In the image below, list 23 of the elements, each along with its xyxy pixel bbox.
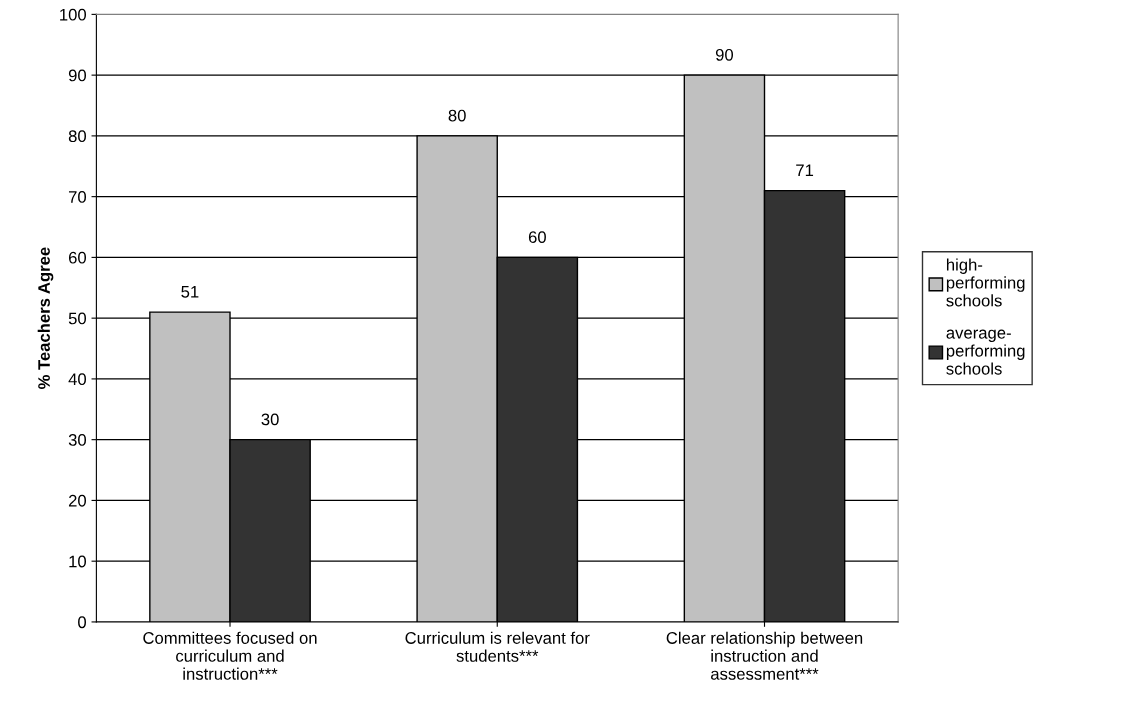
y-tick-label: 30 — [68, 434, 87, 446]
data-label: 90 — [715, 48, 734, 61]
x-tick-label: Clear relationship between instruction and assessment*** — [666, 631, 863, 680]
y-tick-label: 10 — [69, 555, 87, 568]
y-tick-label: 20 — [68, 494, 87, 507]
y-tick-label: 40 — [68, 373, 87, 386]
legend-label: average-performing schools — [946, 329, 1025, 375]
data-label: 51 — [181, 286, 199, 298]
data-label: 60 — [528, 231, 546, 243]
data-label: 80 — [448, 109, 466, 122]
y-tick-label: 70 — [68, 191, 87, 203]
y-tick-label: 0 — [78, 616, 87, 629]
y-tick-label: 60 — [68, 251, 87, 264]
y-tick-label: 50 — [68, 312, 87, 325]
x-tick-label: Committees focused on curriculum and instruction*** — [143, 631, 317, 680]
data-label: 71 — [796, 164, 814, 176]
y-tick-label: 90 — [68, 69, 87, 82]
x-tick-label: Curriculum is relevant for students*** — [405, 631, 590, 662]
y-tick-label: 100 — [60, 8, 87, 21]
legend-label: high-performing schools — [946, 258, 1025, 307]
data-label: 30 — [261, 413, 279, 426]
y-tick-label: 80 — [68, 130, 87, 143]
y-axis-title: % Teachers Agree — [37, 247, 54, 390]
